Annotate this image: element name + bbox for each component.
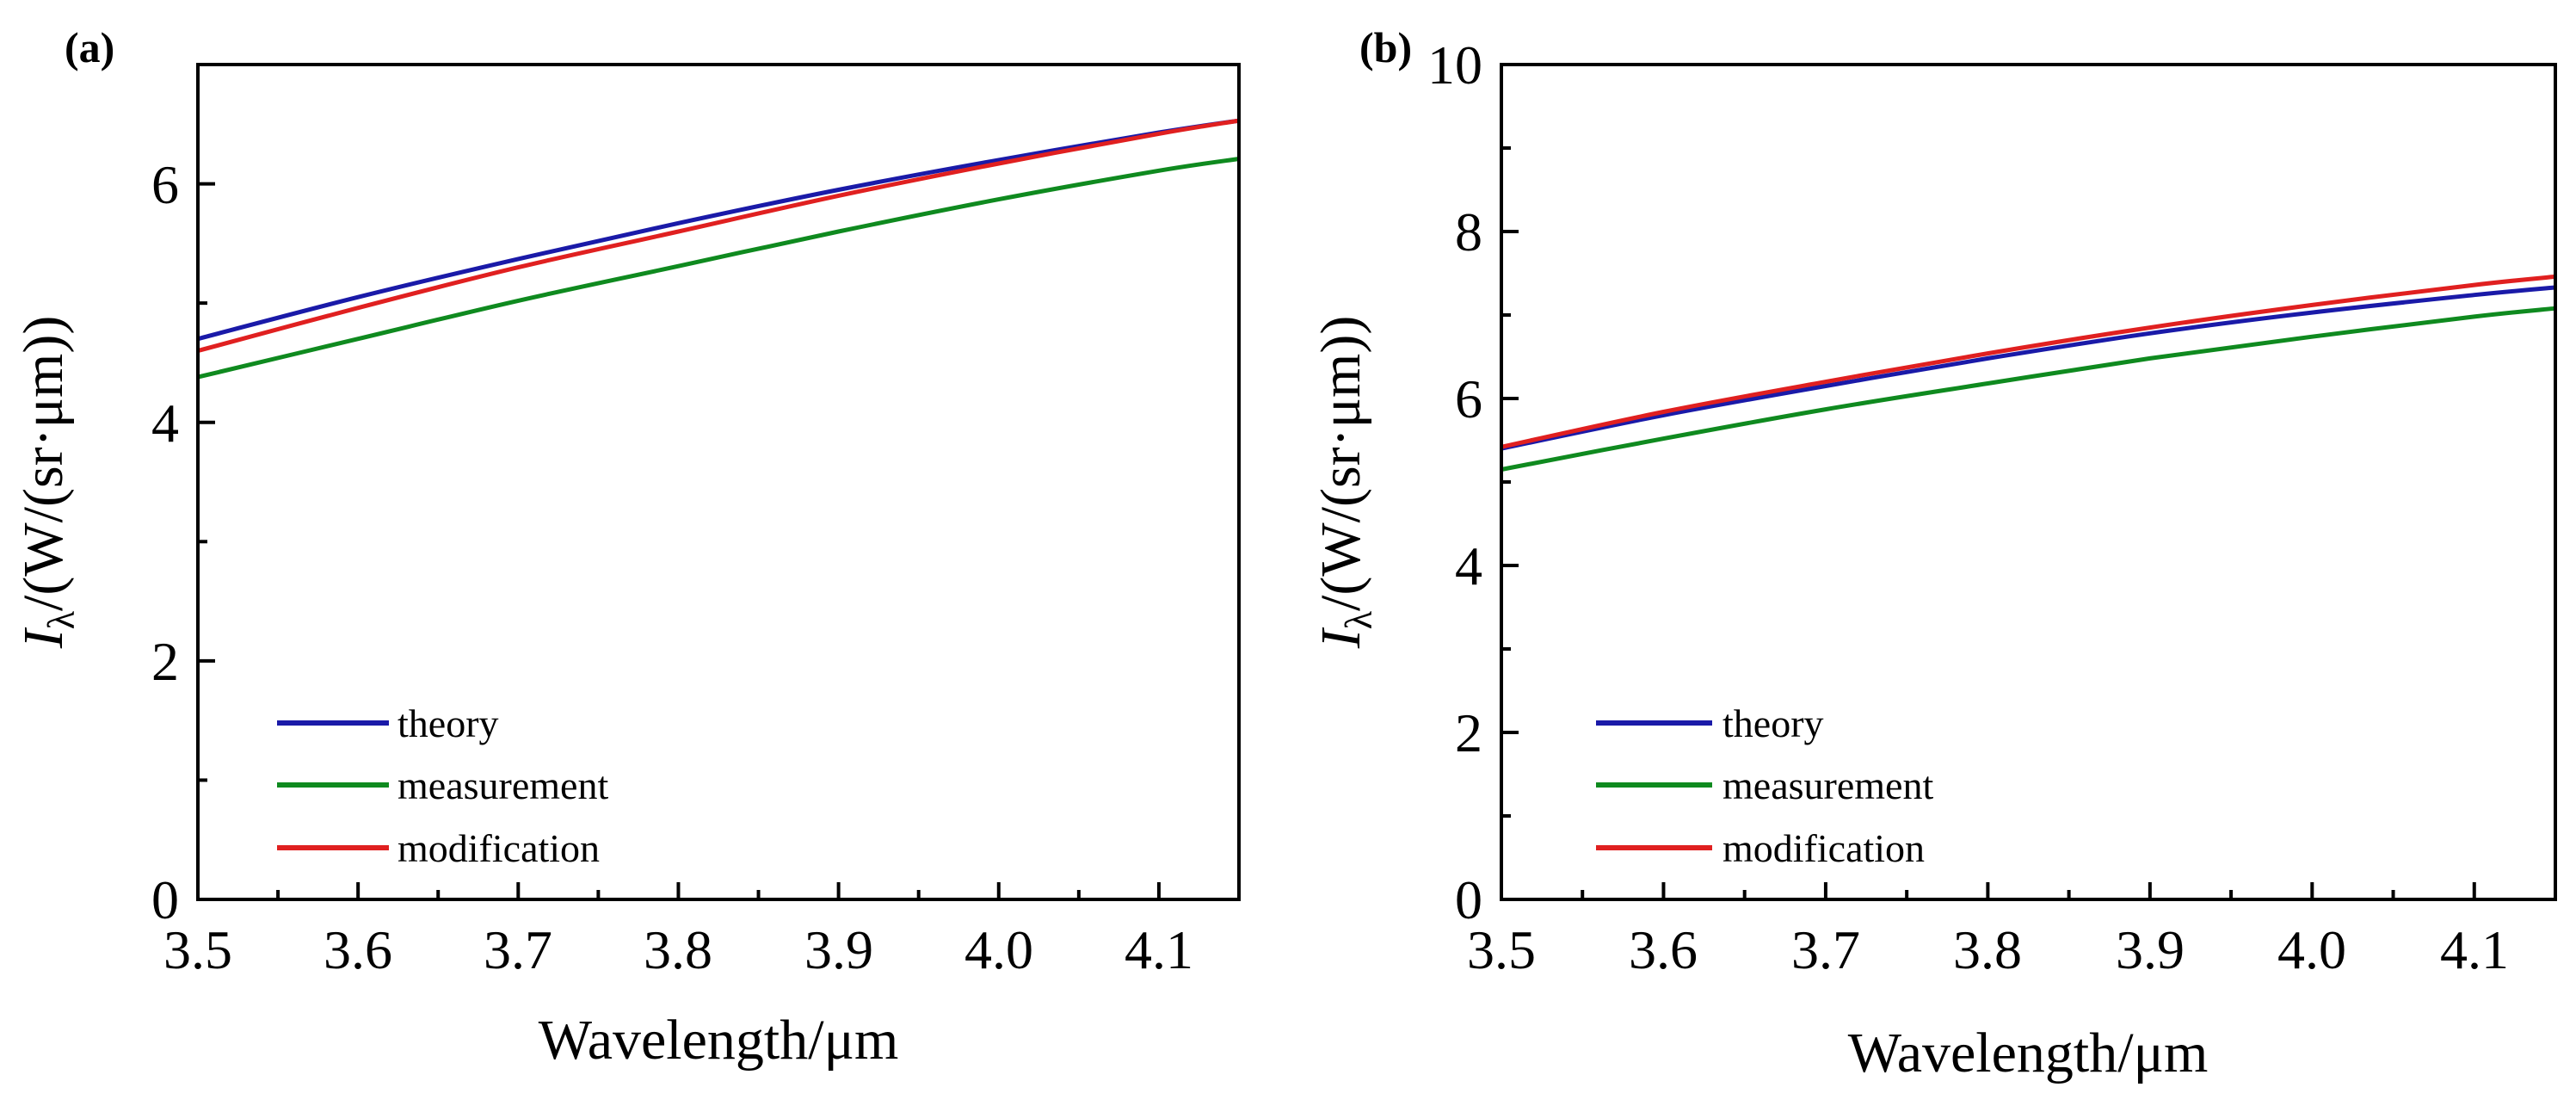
panel-a-series-layer — [197, 118, 1240, 380]
panel-b-ytick-label: 8 — [1455, 201, 1482, 263]
panel-b-plot-area — [1500, 63, 2557, 901]
panel-a-xtick-labels: 3.5 3.6 3.7 3.8 3.9 4.0 4.1 — [163, 919, 1193, 980]
panel-b-series-modification — [1501, 274, 2556, 449]
panel-b-ytick-label: 2 — [1455, 702, 1482, 763]
panel-b-xtick-label: 3.8 — [1953, 919, 2022, 980]
panel-b-legend-item-theory: theory — [1596, 701, 1824, 745]
panel-b-legend-label-theory: theory — [1722, 701, 1824, 745]
panel-a-xtick-label: 4.1 — [1125, 919, 1193, 980]
panel-a-ticks — [196, 182, 1241, 901]
panel-a-legend: theory measurement modification — [277, 701, 608, 870]
panel-b-legend-item-measurement: measurement — [1596, 763, 1933, 807]
panel-a-series-modification — [197, 118, 1240, 354]
panel-a-xlabel: Wavelength/μm — [539, 1009, 899, 1072]
panel-b-xtick-label: 3.5 — [1467, 919, 1536, 980]
panel-b-ytick-labels: 0 2 4 6 8 10 — [1427, 34, 1482, 930]
panel-a-legend-item-modification: modification — [277, 826, 600, 870]
panel-b-xlabel: Wavelength/μm — [1848, 1022, 2209, 1084]
panel-a-xtick-label: 3.5 — [163, 919, 232, 980]
panel-b: (b) 3.5 3.6 3.7 3.8 3.9 4.0 4.1 0 2 4 6 … — [1310, 23, 2557, 1084]
panel-a-series-measurement — [197, 157, 1240, 380]
panel-a-tag: (a) — [65, 23, 114, 71]
panel-a-plot-area — [196, 63, 1241, 901]
panel-a-legend-label-theory: theory — [397, 701, 499, 745]
panel-b-frame — [1500, 63, 2557, 901]
panel-a-legend-label-modification: modification — [397, 826, 600, 870]
panel-b-series-measurement — [1501, 306, 2556, 472]
panel-b-ylabel-rest: /(W/(sr·μm)) — [1310, 316, 1372, 611]
panel-a-legend-label-measurement: measurement — [397, 763, 608, 807]
panel-b-xtick-label: 3.6 — [1629, 919, 1698, 980]
panel-a-ylabel-main: I — [12, 627, 75, 649]
panel-b-ylabel: Iλ/(W/(sr·μm)) — [1310, 316, 1380, 650]
panel-a-xtick-label: 3.7 — [484, 919, 552, 980]
panel-b-ylabel-sub: λ — [1338, 610, 1380, 629]
panel-b-legend-item-modification: modification — [1596, 826, 1925, 870]
panel-a-ylabel-sub: λ — [40, 610, 83, 629]
panel-a-ytick-label: 6 — [151, 154, 179, 215]
panel-a-ytick-labels: 0 2 4 6 — [151, 154, 179, 930]
panel-b-legend-label-measurement: measurement — [1722, 763, 1933, 807]
panel-a-legend-item-measurement: measurement — [277, 763, 608, 807]
panel-b-tag: (b) — [1359, 23, 1412, 71]
panel-a: (a) 3.5 3.6 3.7 3.8 3.9 4.0 4.1 0 2 4 6 … — [12, 23, 1241, 1072]
panel-b-series-theory — [1501, 285, 2556, 451]
panel-b-ticks — [1500, 63, 2557, 901]
panel-b-ytick-label: 0 — [1455, 869, 1482, 930]
panel-a-frame — [196, 63, 1241, 901]
panel-b-xtick-label: 4.1 — [2440, 919, 2509, 980]
panel-a-xtick-label: 3.9 — [804, 919, 873, 980]
panel-a-ytick-label: 2 — [151, 631, 179, 692]
panel-a-legend-item-theory: theory — [277, 701, 499, 745]
panel-a-xtick-label: 4.0 — [964, 919, 1033, 980]
panel-b-ytick-label: 10 — [1427, 34, 1482, 96]
panel-b-legend: theory measurement modification — [1596, 701, 1933, 870]
panel-b-legend-label-modification: modification — [1722, 826, 1925, 870]
panel-b-ytick-label: 4 — [1455, 535, 1482, 596]
panel-b-xtick-label: 4.0 — [2277, 919, 2346, 980]
panel-a-xtick-label: 3.6 — [324, 919, 392, 980]
panel-a-ylabel-rest: /(W/(sr·μm)) — [12, 316, 75, 611]
panel-a-ylabel: Iλ/(W/(sr·μm)) — [12, 316, 83, 650]
panel-a-series-theory — [197, 118, 1240, 342]
panel-a-ytick-label: 4 — [151, 392, 179, 454]
panel-b-series-layer — [1501, 274, 2556, 472]
panel-b-ylabel-main: I — [1310, 627, 1372, 649]
panel-b-xtick-label: 3.7 — [1791, 919, 1860, 980]
panel-b-xtick-label: 3.9 — [2116, 919, 2185, 980]
panel-b-ytick-label: 6 — [1455, 368, 1482, 429]
panel-a-ytick-label: 0 — [151, 869, 179, 930]
panel-a-xtick-label: 3.8 — [644, 919, 712, 980]
panel-b-xtick-labels: 3.5 3.6 3.7 3.8 3.9 4.0 4.1 — [1467, 919, 2509, 980]
